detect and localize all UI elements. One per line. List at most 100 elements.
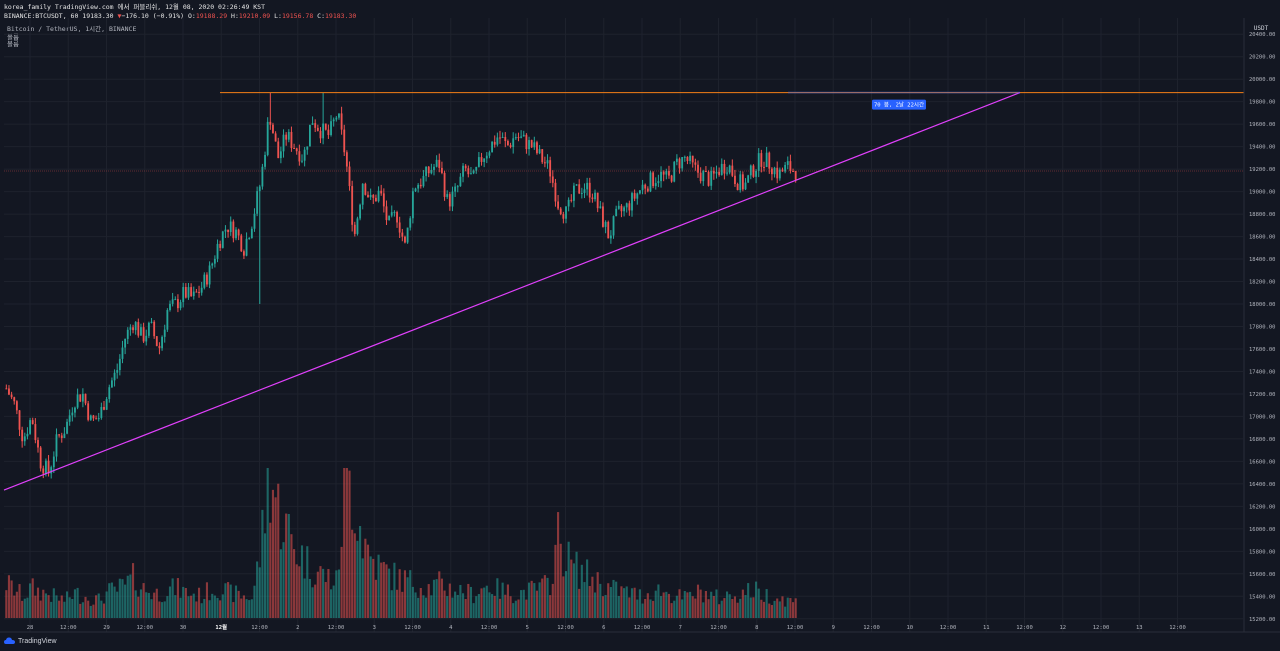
candle-body <box>37 440 39 448</box>
volume-bar <box>755 581 758 618</box>
volume-bar <box>380 562 383 618</box>
volume-bar <box>749 597 752 618</box>
publish-line: korea_family TradingView.com 에서 퍼블리쉬, 12… <box>4 3 266 11</box>
volume-bar <box>145 592 148 618</box>
y-tick-label: 15200.00 <box>1249 617 1276 623</box>
candle-body <box>554 182 557 202</box>
volume-bar <box>237 590 240 618</box>
volume-bar <box>794 598 797 618</box>
candle-body <box>675 158 678 162</box>
y-tick-label: 17800.00 <box>1249 325 1276 331</box>
candle-body <box>657 181 660 184</box>
candle-body <box>440 167 443 173</box>
volume-bar <box>184 588 187 618</box>
volume-bar <box>654 590 657 618</box>
y-tick-label: 18600.00 <box>1249 235 1276 241</box>
candle-body <box>66 421 68 434</box>
candle-body <box>361 183 364 205</box>
volume-bar <box>224 583 227 618</box>
volume-bar <box>271 489 275 618</box>
time-axis[interactable]: 28 12:00 29 12:00 30 12월 12:00 2 12:00 3 12:00 4 12:… <box>0 623 1280 633</box>
volume-bar <box>564 571 568 618</box>
volume-bar <box>293 549 296 618</box>
volume-bar <box>18 584 21 618</box>
candle-body <box>404 236 406 243</box>
volume-bar <box>604 594 607 618</box>
volume-bar <box>409 570 412 618</box>
candle-body <box>285 134 288 140</box>
volume-bar <box>591 576 594 618</box>
candle-body <box>602 206 604 227</box>
candle-body <box>652 172 655 187</box>
volume-bar <box>665 591 668 618</box>
volume-bar <box>438 571 441 618</box>
candle-body <box>5 388 8 390</box>
candle-body <box>298 151 301 162</box>
candle-body <box>475 166 478 171</box>
volume-bar <box>36 587 40 618</box>
volume-bar <box>300 545 304 618</box>
candle-body <box>335 117 338 120</box>
candle-body <box>353 224 356 234</box>
candle-body <box>224 229 227 232</box>
candle-body <box>446 194 449 197</box>
candle-body <box>272 124 274 134</box>
volume-bar <box>710 591 713 618</box>
volume-bar <box>435 579 438 618</box>
volume-bar <box>773 600 776 618</box>
candle-body <box>364 183 367 195</box>
x-tick-label: 12:00 <box>328 625 345 631</box>
y-tick-label: 16600.00 <box>1249 459 1276 465</box>
candle-body <box>623 207 626 212</box>
volume-bar <box>543 575 546 618</box>
candle-body <box>596 192 599 209</box>
tradingview-logo[interactable]: TradingView <box>4 637 57 645</box>
volume-bar <box>425 597 428 618</box>
volume-bar <box>63 601 66 618</box>
x-tick-label: 6 <box>602 625 605 631</box>
candle-body <box>124 338 127 348</box>
candle-body <box>150 321 153 323</box>
volume-bar <box>493 595 496 618</box>
volume-bar <box>73 589 77 618</box>
volume-bar <box>23 598 26 618</box>
volume-bar <box>525 599 528 618</box>
volume-bar <box>741 589 744 618</box>
candle-body <box>728 165 731 173</box>
candle-body <box>279 151 282 159</box>
volume-bar <box>248 600 251 618</box>
candle-body <box>594 192 596 200</box>
x-tick-label: 12:00 <box>863 625 880 631</box>
volume-bar <box>401 591 404 618</box>
volume-bar <box>55 595 58 618</box>
volume-bar <box>242 595 245 618</box>
down-arrow-icon: ▼ <box>117 12 122 20</box>
volume-bar <box>488 592 491 618</box>
volume-bar <box>256 561 259 618</box>
volume-bar <box>195 601 198 618</box>
candle-body <box>438 159 441 168</box>
candle-body <box>237 229 240 236</box>
candle-body <box>488 152 491 156</box>
y-tick-label: 18400.00 <box>1249 257 1276 263</box>
volume-bar <box>456 594 459 618</box>
volume-bar <box>414 592 417 618</box>
candle-body <box>736 184 739 191</box>
volume-bar <box>422 595 425 618</box>
volume-bar <box>786 597 789 618</box>
x-tick-label: 12:00 <box>481 625 498 631</box>
candle-body <box>472 170 475 174</box>
candle-body <box>195 291 198 293</box>
candle-body <box>31 420 34 425</box>
candle-body <box>538 149 541 154</box>
candle-body <box>628 203 631 211</box>
volume-bar <box>652 600 655 618</box>
candle-body <box>110 380 113 388</box>
volume-bar <box>155 588 158 618</box>
x-tick-label: 28 <box>27 625 34 631</box>
volume-bar <box>274 497 277 618</box>
candle-body <box>668 170 670 176</box>
volume-bar <box>747 583 750 618</box>
